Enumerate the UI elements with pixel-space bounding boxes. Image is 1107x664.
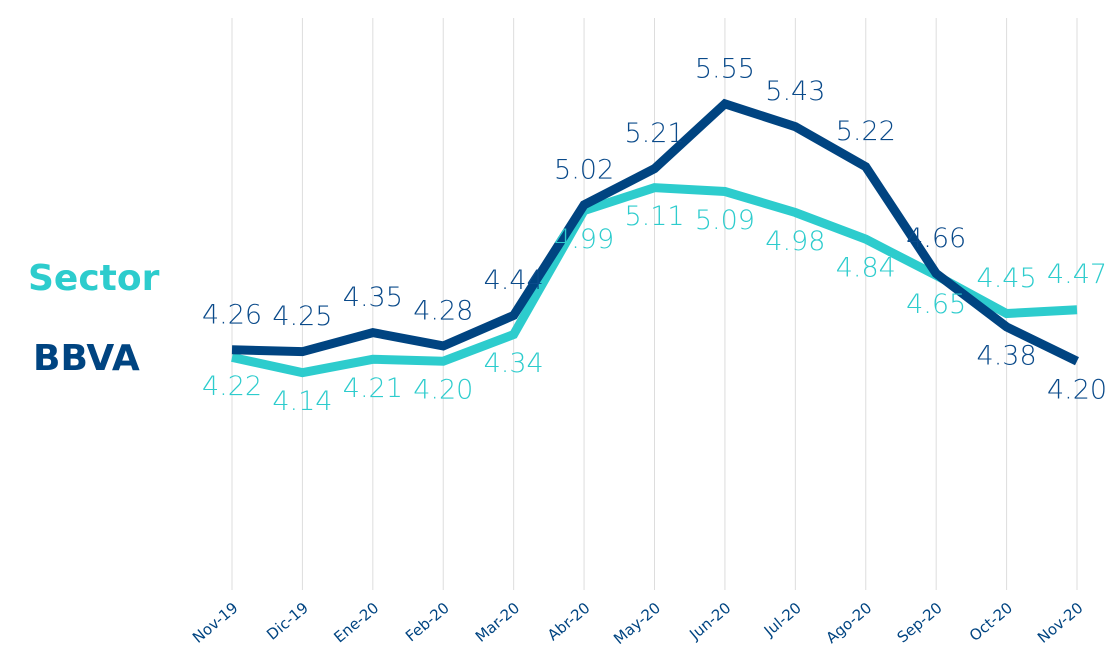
x-tick-label: Oct-20 — [966, 599, 1016, 645]
x-tick-label: Nov-19 — [189, 599, 241, 647]
x-tick-label: Feb-20 — [402, 599, 453, 646]
series-line — [231, 98, 1079, 366]
data-label: 4.98 — [765, 226, 825, 257]
legend-entry: Sector — [28, 258, 160, 299]
data-label: 4.65 — [906, 289, 966, 320]
labels: 4.22 4.14 4.21 4.20 4.34 4.99 5.11 5.09 4.98 4.84… — [202, 53, 1107, 417]
data-label: 5.43 — [765, 76, 825, 107]
x-tick-label: May-20 — [610, 599, 664, 648]
x-tick-label: Dic-19 — [263, 599, 312, 644]
data-label: 4.99 — [554, 224, 614, 255]
x-tick-label: Jul-20 — [760, 599, 805, 641]
data-label: 4.44 — [484, 265, 544, 296]
data-label: 4.66 — [906, 223, 966, 254]
data-label: 5.09 — [695, 205, 755, 236]
x-tick-label: Sep-20 — [894, 599, 946, 647]
data-label: 4.26 — [202, 299, 262, 330]
data-label: 5.55 — [695, 53, 755, 84]
data-label: 4.45 — [977, 263, 1037, 294]
data-label: 4.47 — [1047, 259, 1107, 290]
data-label: 5.21 — [624, 118, 684, 149]
data-label: 4.20 — [413, 375, 473, 406]
lines — [231, 98, 1079, 378]
data-label: 5.02 — [554, 154, 614, 185]
data-label: 4.14 — [272, 386, 332, 417]
data-label: 4.35 — [343, 282, 403, 313]
data-label: 5.11 — [624, 201, 684, 232]
x-tick-label: Jun-20 — [685, 599, 734, 644]
data-label: 5.22 — [836, 116, 896, 147]
legend-entry: BBVA — [33, 338, 140, 379]
data-label: 4.28 — [413, 295, 473, 326]
data-label: 4.38 — [977, 340, 1037, 371]
x-tick-label: Nov-20 — [1034, 599, 1086, 647]
x-tick-label: Abr-20 — [544, 599, 593, 645]
grid: Nov-19 Dic-19 Ene-20 Feb-20 Mar-20 Abr-20 May-… — [189, 18, 1086, 648]
data-label: 4.22 — [202, 371, 262, 402]
data-label: 4.34 — [484, 348, 544, 379]
data-label: 4.20 — [1047, 375, 1107, 406]
x-tick-label: Ene-20 — [330, 599, 382, 647]
x-tick-label: Ago-20 — [822, 599, 875, 647]
data-label: 4.25 — [272, 301, 332, 332]
x-tick-label: Mar-20 — [472, 599, 523, 646]
data-label: 4.84 — [836, 253, 896, 284]
data-label: 4.21 — [343, 373, 403, 404]
